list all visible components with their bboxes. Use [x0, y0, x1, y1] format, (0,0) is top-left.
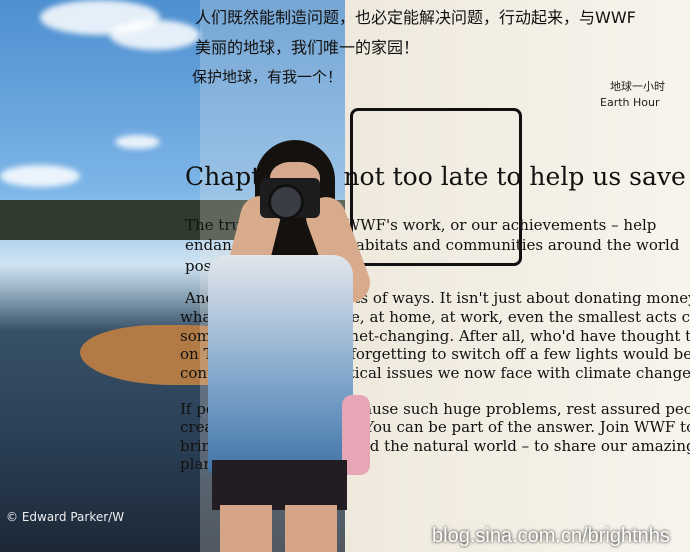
- illustration-frame: [350, 108, 522, 266]
- cn-line-2: 美丽的地球，我们唯一的家园！: [195, 38, 420, 57]
- poster-paper: [345, 0, 690, 552]
- cloud: [110, 20, 200, 50]
- leg: [220, 505, 272, 552]
- watermark: blog.sina.com.cn/brightnhs: [432, 525, 670, 547]
- shorts: [212, 460, 347, 510]
- photo-credit: © Edward Parker/W: [6, 510, 125, 524]
- blue-top: [208, 255, 353, 475]
- camera-lens: [268, 184, 304, 220]
- leg: [285, 505, 337, 552]
- cn-line-3: 保护地球，有我一个！: [192, 68, 343, 86]
- cloud: [115, 135, 160, 149]
- earth-hour-cn: 地球一小时: [610, 80, 665, 93]
- cloud: [0, 165, 80, 187]
- cn-line-1: 人们既然能制造问题，也必定能解决问题，行动起来，与WWF: [195, 8, 636, 27]
- earth-hour-en: Earth Hour: [600, 96, 660, 109]
